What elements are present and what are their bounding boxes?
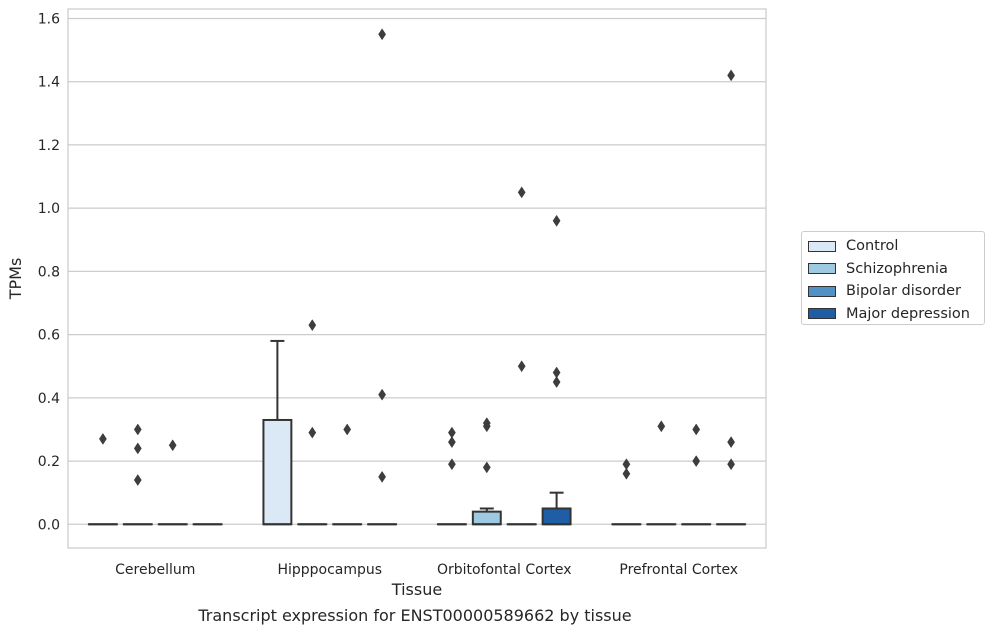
box-1-1 <box>297 319 328 526</box>
legend-item: Bipolar disorder <box>808 280 984 303</box>
outlier-point <box>448 436 456 449</box>
box-0-3 <box>611 458 642 526</box>
outlier-point <box>692 455 701 468</box>
box-3-1 <box>367 28 398 526</box>
outlier-point <box>727 458 735 471</box>
y-tick-label: 1.6 <box>38 11 60 27</box>
legend: Control Schizophrenia Bipolar disorder Majo… <box>801 231 985 325</box>
legend-swatch <box>808 285 836 297</box>
box-body <box>471 510 502 526</box>
y-axis-label: TPMs <box>6 258 25 301</box>
box-1-3 <box>646 420 677 526</box>
outlier-point <box>343 423 352 436</box>
y-tick-label: 0.8 <box>38 264 60 280</box>
y-tick-label: 1.4 <box>38 75 60 91</box>
box-2-1 <box>332 423 363 526</box>
outlier-point <box>133 474 142 486</box>
outlier-point <box>517 360 526 373</box>
outlier-point <box>482 461 491 474</box>
plot-frame <box>67 8 767 549</box>
legend-item: Major depression <box>808 303 984 326</box>
outlier-point <box>133 423 142 436</box>
outlier-point <box>552 214 561 227</box>
box-marks <box>87 28 747 526</box>
legend-swatch <box>808 240 836 252</box>
box-0-1 <box>262 339 293 526</box>
box-2-0 <box>157 439 188 526</box>
y-tick-label: 0.6 <box>38 328 60 344</box>
legend-label: Bipolar disorder <box>846 283 961 300</box>
outlier-point <box>622 467 631 480</box>
y-tick-label: 1.0 <box>38 201 60 217</box>
legend-label: Control <box>846 238 899 255</box>
outlier-point <box>482 420 491 433</box>
x-tick-label: Cerebellum <box>115 562 195 578</box>
outlier-point <box>378 388 386 401</box>
legend-swatch <box>808 263 836 275</box>
x-tick-labels: Cerebellum Hipppocampus Orbitofontal Corte… <box>115 562 738 578</box>
legend-item: Control <box>808 235 984 258</box>
legend-label: Schizophrenia <box>846 260 948 277</box>
x-tick-label: Orbitofontal Cortex <box>437 562 572 578</box>
box-body <box>541 507 572 526</box>
box-2-3 <box>681 423 712 526</box>
y-tick-label: 1.2 <box>38 138 60 154</box>
x-tick-label: Prefrontal Cortex <box>619 562 738 578</box>
outlier-point <box>448 458 456 471</box>
outlier-point <box>308 426 317 439</box>
box-3-2 <box>541 214 572 526</box>
box-2-2 <box>506 186 537 526</box>
y-tick-label: 0.4 <box>38 391 60 407</box>
outlier-point <box>727 69 735 82</box>
outlier-point <box>552 376 561 388</box>
chart-caption: Transcript expression for ENST0000058966… <box>198 606 632 625</box>
grid-lines <box>68 17 766 525</box>
box-0-0 <box>87 432 118 526</box>
box-body <box>262 418 293 526</box>
legend-label: Major depression <box>846 305 970 322</box>
outlier-point <box>378 28 386 41</box>
outlier-point <box>168 439 177 452</box>
x-axis-label: Tissue <box>391 580 442 599</box>
outlier-point <box>517 186 526 199</box>
outlier-point <box>657 420 666 433</box>
outlier-point <box>133 442 142 455</box>
outlier-point <box>308 319 317 332</box>
x-tick-label: Hipppocampus <box>277 562 382 578</box>
outlier-point <box>692 423 701 436</box>
y-tick-label: 0.2 <box>38 454 60 470</box>
box-1-0 <box>122 423 153 526</box>
y-tick-label: 0.0 <box>38 517 60 533</box>
outlier-point <box>99 432 107 445</box>
outlier-point <box>727 436 735 449</box>
box-1-2 <box>471 417 502 526</box>
box-3-3 <box>716 69 747 526</box>
outlier-point <box>378 470 386 483</box>
legend-swatch <box>808 308 836 320</box>
y-tick-labels: 0.0 0.2 0.4 0.6 0.8 1.0 1.2 1.4 1.6 <box>38 11 60 533</box>
legend-item: Schizophrenia <box>808 258 984 281</box>
box-0-2 <box>436 426 467 526</box>
